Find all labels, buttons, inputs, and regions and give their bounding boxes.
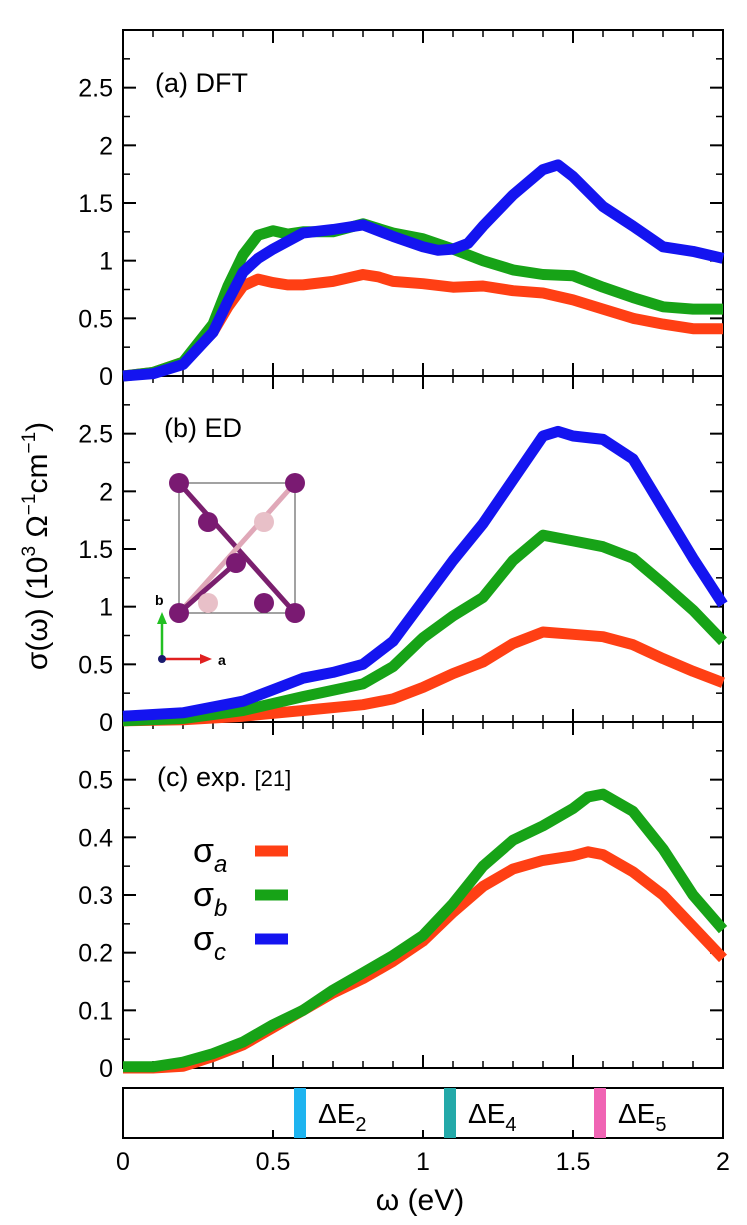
y-axis-label: σ(ω) (103 Ω−1cm−1) [19,422,54,670]
legend-label: σa [193,832,227,878]
panel-c-label-text: (c) exp. [157,762,255,792]
y-tick-label: 0 [99,1055,113,1083]
atom-dark [254,593,274,613]
axis-label-b: b [155,592,164,608]
energy-marker-label: ΔE2 [318,1098,367,1136]
y-tick-label: 0.5 [78,305,113,333]
energy-marker-strip: ΔE2 ΔE4 ΔE5 0 0.5 1 1.5 2 [116,1087,730,1176]
energy-marker-label: ΔE4 [468,1098,517,1136]
x-tick-label: 2 [716,1148,730,1176]
axis-label-a: a [218,652,226,668]
series-layer [122,159,728,1074]
energy-marker-bar [444,1088,456,1138]
series-line-sigma-c [122,159,725,382]
legend-label: σb [193,876,227,922]
axes-layer: 0 0.5 1 1.5 2 2.5 0 0.5 1 1.5 2 2.5 0 0.1 0.2 0.3 0.4 0.5 [78,29,724,1083]
x-tick-label: 0.5 [256,1148,291,1176]
panel-b-label: (b) ED [164,413,242,443]
y-tick-label: 0.5 [78,767,113,795]
x-tick-label: 1 [416,1148,430,1176]
legend-label: σc [193,920,226,966]
unit-cell-box [178,482,296,614]
x-axis-label: ω (eV) [376,1184,464,1217]
atom-dark [285,603,305,623]
atom-light [254,512,274,532]
y-tick-label: 0 [99,363,113,391]
atom-dark [285,473,305,493]
x-tick-label: 0 [116,1148,130,1176]
y-tick-label: 1.5 [78,190,113,218]
y-tick-label: 0.3 [78,882,113,910]
axis-arrowhead-b [157,612,167,624]
series-line-sigma-b [122,529,727,727]
y-tick-label: 2.5 [78,75,113,103]
panel-c-label: (c) exp. [21] [157,762,291,792]
y-tick-label: 0 [99,709,113,737]
y-tick-label: 2.5 [78,421,113,449]
bond-light-1 [177,481,297,615]
y-tick-label: 0.2 [78,940,113,968]
series-line-sigma-b [123,788,728,1073]
atom-light [198,593,218,613]
y-tick-label: 1.5 [78,536,113,564]
atom-dark [226,553,246,573]
axis-origin-c [158,655,166,663]
axis-arrowhead-a [200,654,212,664]
energy-marker-bar [294,1088,306,1138]
energy-marker-bar [594,1088,606,1138]
y-tick-label: 0.5 [78,651,113,679]
atom-dark [169,473,189,493]
crystal-structure-inset: b a [155,473,305,668]
y-tick-label: 2 [99,132,113,160]
series-line-sigma-a [122,626,725,727]
y-tick-label: 0.4 [78,824,113,852]
y-tick-label: 1 [99,594,113,622]
y-tick-label: 1 [99,248,113,276]
energy-marker-label: ΔE5 [618,1098,667,1136]
panel-a-label: (a) DFT [155,68,248,98]
series-line-sigma-c [122,425,728,722]
atom-dark [198,512,218,532]
y-tick-label: 0.1 [78,997,113,1025]
x-tick-label: 1.5 [556,1148,591,1176]
panel-c-reference: [21] [255,766,292,791]
y-tick-label: 2 [99,478,113,506]
bond-dark-2 [177,561,238,615]
atom-dark [169,603,189,623]
